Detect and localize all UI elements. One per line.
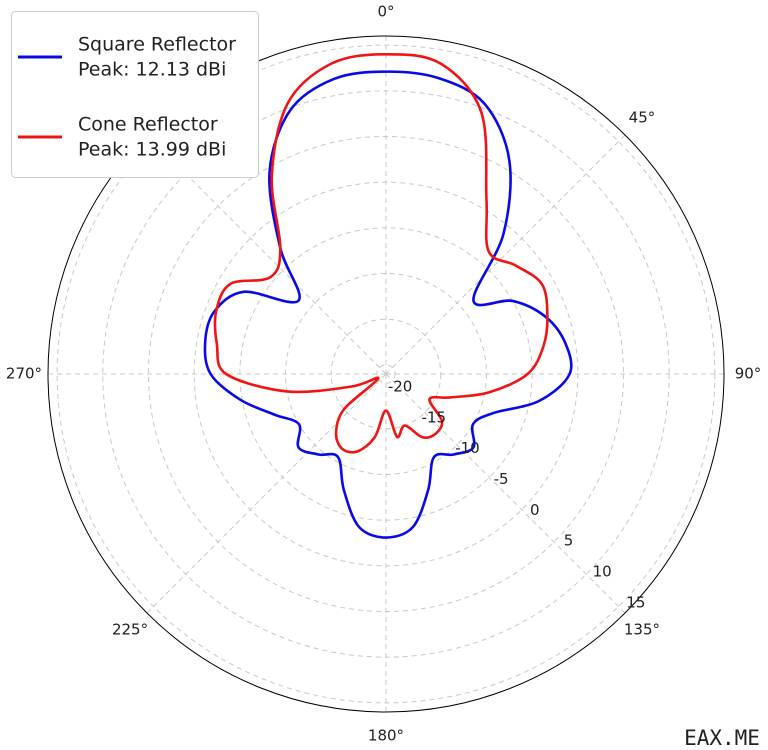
r-tick-label: -15 bbox=[422, 408, 447, 426]
r-tick-label: -5 bbox=[494, 470, 509, 488]
legend-label: Cone Reflector bbox=[78, 114, 218, 136]
theta-tick-label: 225° bbox=[112, 620, 148, 638]
grid-spoke bbox=[146, 373, 387, 614]
theta-tick-label: 45° bbox=[629, 109, 656, 127]
legend-box bbox=[11, 11, 259, 178]
r-tick-label: -10 bbox=[455, 439, 480, 457]
legend-peak: Peak: 12.13 dBi bbox=[78, 59, 226, 81]
legend-peak: Peak: 13.99 dBi bbox=[78, 139, 226, 161]
grid-spoke bbox=[385, 373, 626, 614]
theta-tick-label: 135° bbox=[624, 620, 660, 638]
legend-label: Square Reflector bbox=[78, 34, 236, 56]
r-tick-label: -20 bbox=[388, 377, 413, 395]
outer-frame bbox=[47, 35, 725, 713]
theta-tick-label: 180° bbox=[368, 727, 404, 745]
grid-spoke bbox=[385, 134, 626, 375]
theta-tick-label: 270° bbox=[6, 365, 42, 383]
plot-area: 0°45°90°135°180°225°270°315°-20-15-10-50… bbox=[6, 3, 761, 745]
series-line bbox=[213, 52, 549, 454]
legend: Square Reflector Peak: 12.13 dBi Cone Refl… bbox=[11, 11, 259, 178]
watermark: EAX.ME bbox=[684, 726, 760, 750]
r-tick-label: 10 bbox=[593, 563, 612, 581]
r-tick-label: 15 bbox=[626, 593, 645, 611]
series-line bbox=[203, 70, 573, 539]
r-tick-label: 0 bbox=[530, 501, 540, 519]
r-tick-label: 5 bbox=[564, 532, 574, 550]
theta-tick-label: 90° bbox=[735, 365, 762, 383]
theta-tick-label: 0° bbox=[377, 3, 394, 21]
